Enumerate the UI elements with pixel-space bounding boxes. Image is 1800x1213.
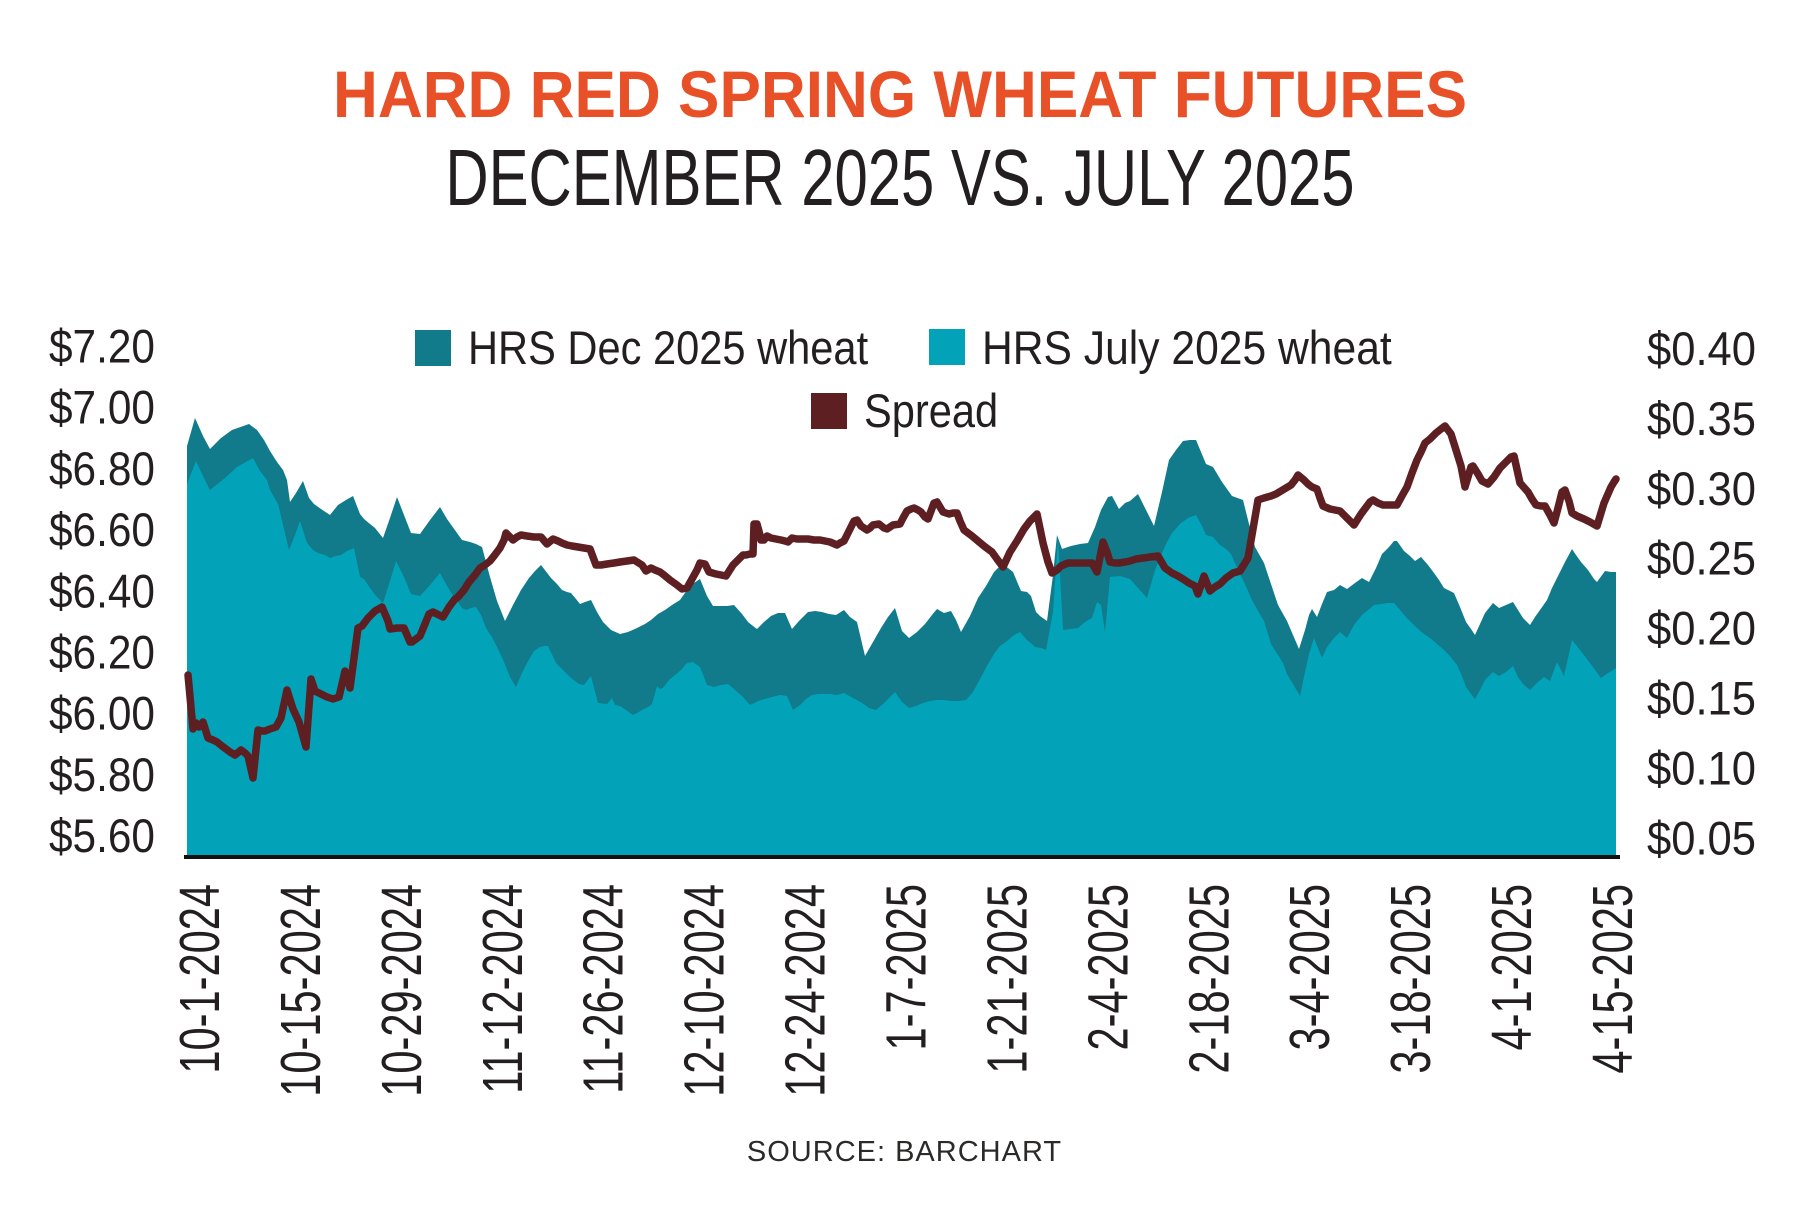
svg-text:4-15-2025: 4-15-2025 [1581, 884, 1645, 1074]
svg-text:10-29-2024: 10-29-2024 [369, 884, 433, 1097]
svg-text:11-26-2024: 11-26-2024 [571, 884, 635, 1094]
svg-text:11-12-2024: 11-12-2024 [470, 884, 534, 1094]
svg-text:10-1-2024: 10-1-2024 [168, 884, 232, 1074]
svg-text:2-4-2025: 2-4-2025 [1076, 884, 1140, 1051]
svg-text:$0.35: $0.35 [1647, 393, 1756, 446]
svg-text:$0.40: $0.40 [1647, 323, 1756, 376]
svg-text:$7.20: $7.20 [49, 321, 155, 374]
svg-text:$0.25: $0.25 [1647, 533, 1756, 586]
svg-text:12-10-2024: 12-10-2024 [672, 884, 736, 1097]
svg-text:$0.10: $0.10 [1647, 743, 1756, 796]
svg-text:$7.00: $7.00 [49, 382, 155, 435]
svg-text:1-7-2025: 1-7-2025 [874, 884, 938, 1051]
svg-text:1-21-2025: 1-21-2025 [975, 884, 1039, 1074]
svg-text:$6.40: $6.40 [49, 565, 155, 618]
svg-text:3-4-2025: 3-4-2025 [1278, 884, 1342, 1051]
svg-text:3-18-2025: 3-18-2025 [1379, 884, 1443, 1074]
svg-text:$6.20: $6.20 [49, 627, 155, 680]
svg-text:$0.15: $0.15 [1647, 673, 1756, 726]
svg-text:12-24-2024: 12-24-2024 [773, 884, 837, 1097]
svg-text:$0.20: $0.20 [1647, 603, 1756, 656]
svg-text:2-18-2025: 2-18-2025 [1177, 884, 1241, 1074]
svg-text:$6.00: $6.00 [49, 688, 155, 741]
svg-text:$0.30: $0.30 [1647, 463, 1756, 516]
svg-text:$5.60: $5.60 [49, 810, 155, 863]
svg-text:$6.60: $6.60 [49, 504, 155, 557]
svg-text:$0.05: $0.05 [1647, 813, 1756, 866]
svg-text:$6.80: $6.80 [49, 443, 155, 496]
svg-text:4-1-2025: 4-1-2025 [1480, 884, 1544, 1051]
svg-text:10-15-2024: 10-15-2024 [268, 884, 332, 1097]
svg-text:$5.80: $5.80 [49, 749, 155, 802]
